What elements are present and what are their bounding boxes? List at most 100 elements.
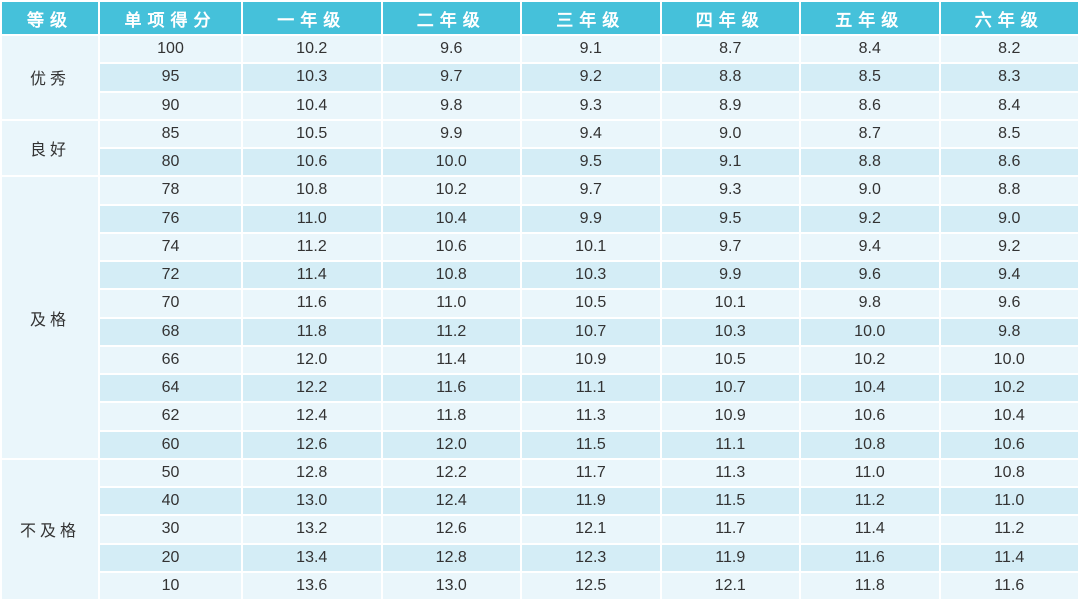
time-cell: 9.8 xyxy=(938,316,1080,347)
time-cell: 10.0 xyxy=(380,146,522,178)
time-cell: 9.1 xyxy=(520,33,662,65)
table-header: 等级 单项得分 一年级 二年级 三年级 四年级 五年级 六年级 xyxy=(0,0,1080,36)
table-row: 40 13.0 12.4 11.9 11.5 11.2 11.0 xyxy=(1,485,1080,517)
time-cell: 10.8 xyxy=(241,175,383,206)
table-row: 及格 78 10.8 10.2 9.7 9.3 9.0 8.8 xyxy=(0,175,1080,460)
time-cell: 13.4 xyxy=(241,542,383,573)
time-cell: 12.6 xyxy=(241,429,383,460)
table-row: 62 12.4 11.8 11.3 10.9 10.6 10.4 xyxy=(1,401,1080,432)
time-cell: 11.6 xyxy=(938,570,1080,601)
header-row: 等级 单项得分 一年级 二年级 三年级 四年级 五年级 六年级 xyxy=(0,0,1080,36)
time-cell: 8.4 xyxy=(938,90,1080,121)
time-cell: 8.7 xyxy=(799,118,941,150)
time-cell: 11.1 xyxy=(659,429,801,460)
time-cell: 9.4 xyxy=(520,118,662,150)
header-grade6: 六年级 xyxy=(938,0,1080,36)
time-cell: 10.5 xyxy=(241,118,383,150)
table-row: 优秀 100 10.2 9.6 9.1 8.7 8.4 8.2 xyxy=(0,33,1080,121)
time-cell: 9.7 xyxy=(380,62,522,93)
time-cell: 11.0 xyxy=(380,288,522,319)
time-cell: 11.4 xyxy=(241,259,383,291)
time-cell: 9.9 xyxy=(659,259,801,291)
time-cell: 11.9 xyxy=(520,485,662,517)
time-cell: 13.2 xyxy=(241,514,383,545)
time-cell: 11.4 xyxy=(799,514,941,545)
time-cell: 8.4 xyxy=(799,33,941,65)
time-cell: 11.4 xyxy=(380,344,522,376)
time-cell: 12.4 xyxy=(380,485,522,517)
time-cell: 12.2 xyxy=(241,372,383,404)
time-cell: 13.0 xyxy=(241,485,383,517)
time-cell: 12.3 xyxy=(520,542,662,573)
level-cell: 及格 xyxy=(0,175,100,460)
table-row: 66 12.0 11.4 10.9 10.5 10.2 10.0 xyxy=(1,344,1080,376)
score-cell: 10 xyxy=(98,570,243,601)
score-cell: 20 xyxy=(98,542,243,573)
time-cell: 9.8 xyxy=(380,90,522,121)
time-cell: 10.7 xyxy=(520,316,662,347)
table-row: 20 13.4 12.8 12.3 11.9 11.6 11.4 xyxy=(1,542,1080,573)
score-cell: 78 xyxy=(98,175,243,206)
time-cell: 12.1 xyxy=(520,514,662,545)
score-cell: 95 xyxy=(98,62,243,93)
time-cell: 9.5 xyxy=(520,146,662,178)
time-cell: 9.6 xyxy=(799,259,941,291)
time-cell: 10.0 xyxy=(799,316,941,347)
time-cell: 12.8 xyxy=(241,457,383,489)
time-cell: 9.9 xyxy=(380,118,522,150)
time-cell: 9.8 xyxy=(799,288,941,319)
table-row: 良好 85 10.5 9.9 9.4 9.0 8.7 8.5 xyxy=(0,118,1080,178)
time-cell: 10.5 xyxy=(659,344,801,376)
time-cell: 11.6 xyxy=(380,372,522,404)
time-cell: 11.5 xyxy=(659,485,801,517)
time-cell: 13.6 xyxy=(241,570,383,601)
time-cell: 11.2 xyxy=(380,316,522,347)
time-cell: 9.0 xyxy=(799,175,941,206)
time-cell: 11.0 xyxy=(799,457,941,489)
table-row: 70 11.6 11.0 10.5 10.1 9.8 9.6 xyxy=(1,288,1080,319)
header-grade3: 三年级 xyxy=(520,0,662,36)
time-cell: 10.9 xyxy=(659,401,801,432)
time-cell: 11.2 xyxy=(938,514,1080,545)
time-cell: 11.6 xyxy=(241,288,383,319)
time-cell: 9.0 xyxy=(938,203,1080,234)
header-grade4: 四年级 xyxy=(659,0,801,36)
score-cell: 100 xyxy=(98,33,243,65)
time-cell: 9.3 xyxy=(520,90,662,121)
time-cell: 10.8 xyxy=(938,457,1080,489)
time-cell: 8.8 xyxy=(938,175,1080,206)
level-cell: 不及格 xyxy=(0,457,100,601)
header-level: 等级 xyxy=(0,0,100,36)
time-cell: 10.8 xyxy=(799,429,941,460)
time-cell: 9.4 xyxy=(938,259,1080,291)
header-grade1: 一年级 xyxy=(241,0,383,36)
time-cell: 9.3 xyxy=(659,175,801,206)
time-cell: 10.0 xyxy=(938,344,1080,376)
time-cell: 11.3 xyxy=(659,457,801,489)
time-cell: 10.8 xyxy=(380,259,522,291)
header-grade5: 五年级 xyxy=(799,0,941,36)
header-score: 单项得分 xyxy=(98,0,243,36)
table-row: 10 13.6 13.0 12.5 12.1 11.8 11.6 xyxy=(1,570,1080,601)
table-row: 60 12.6 12.0 11.5 11.1 10.8 10.6 xyxy=(1,429,1080,460)
table-row: 72 11.4 10.8 10.3 9.9 9.6 9.4 xyxy=(1,259,1080,291)
time-cell: 10.6 xyxy=(938,429,1080,460)
time-cell: 10.4 xyxy=(380,203,522,234)
time-cell: 11.3 xyxy=(520,401,662,432)
time-cell: 9.4 xyxy=(799,231,941,263)
time-cell: 12.6 xyxy=(380,514,522,545)
score-cell: 76 xyxy=(98,203,243,234)
time-cell: 11.5 xyxy=(520,429,662,460)
time-cell: 11.9 xyxy=(659,542,801,573)
time-cell: 8.5 xyxy=(938,118,1080,150)
time-cell: 8.9 xyxy=(659,90,801,121)
table-row: 90 10.4 9.8 9.3 8.9 8.6 8.4 xyxy=(1,90,1080,121)
score-cell: 30 xyxy=(98,514,243,545)
time-cell: 11.6 xyxy=(799,542,941,573)
time-cell: 10.1 xyxy=(520,231,662,263)
time-cell: 9.7 xyxy=(659,231,801,263)
time-cell: 11.4 xyxy=(938,542,1080,573)
time-cell: 12.4 xyxy=(241,401,383,432)
score-cell: 62 xyxy=(98,401,243,432)
time-cell: 8.3 xyxy=(938,62,1080,93)
